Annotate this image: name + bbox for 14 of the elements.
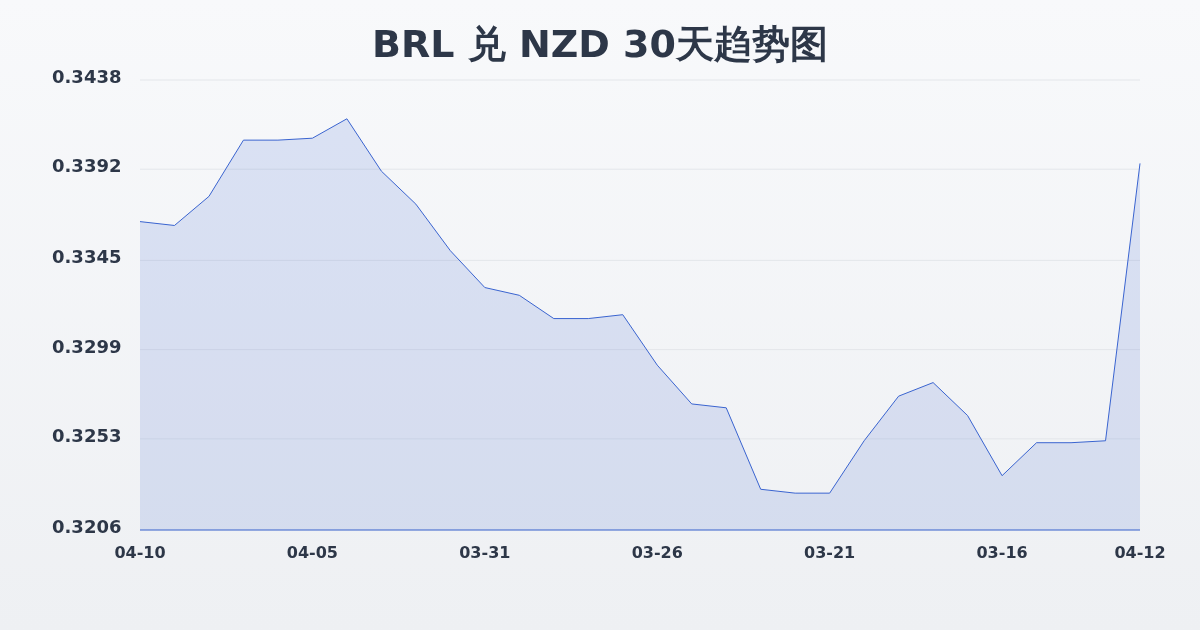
x-tick-label: 04-05 (286, 542, 338, 562)
x-tick-label: 03-31 (459, 542, 511, 562)
chart-title: BRL 兑 NZD 30天趋势图 (372, 21, 828, 66)
x-tick-label: 04-10 (114, 542, 166, 562)
y-tick-label: 0.3253 (52, 424, 122, 446)
x-tick-label: 04-12 (1114, 542, 1166, 562)
y-tick-label: 0.3299 (52, 335, 122, 357)
x-tick-label: 03-16 (976, 542, 1028, 562)
y-tick-label: 0.3438 (52, 66, 122, 87)
y-tick-label: 0.3392 (52, 155, 122, 177)
y-tick-label: 0.3206 (52, 516, 122, 537)
x-tick-label: 03-21 (804, 542, 856, 562)
y-tick-label: 0.3345 (52, 246, 122, 268)
x-tick-label: 03-26 (631, 542, 683, 562)
